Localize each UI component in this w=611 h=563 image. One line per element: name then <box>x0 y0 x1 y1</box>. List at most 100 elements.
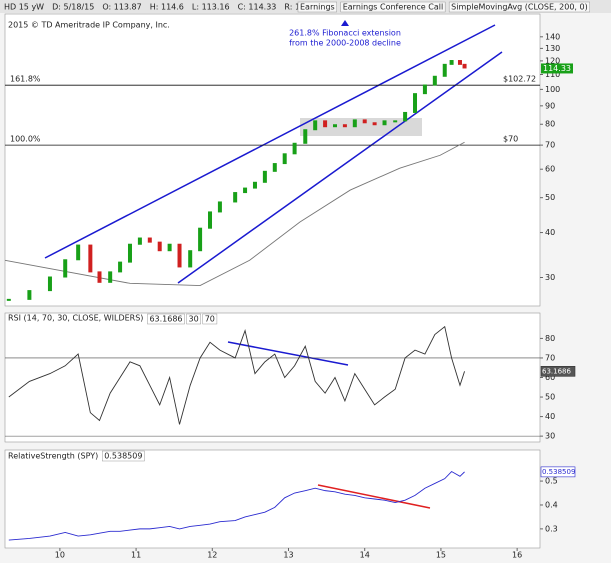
y-tick-label: 80 <box>545 120 555 129</box>
y-tick-label: 120 <box>545 56 560 65</box>
candle <box>457 60 462 65</box>
candle <box>362 119 367 124</box>
header-value: 0.538509 <box>104 452 142 461</box>
header-value-box <box>147 313 185 325</box>
header-button: SimpleMovingAvg (CLOSE, 200, 0) <box>448 1 590 13</box>
last-value-label: 63.1686 <box>542 367 571 375</box>
candle <box>342 124 347 128</box>
button-label: Earnings Conference Call <box>343 3 443 12</box>
button-frame <box>297 1 337 13</box>
candle <box>147 237 152 243</box>
y-tick-label: 70 <box>545 141 555 150</box>
y-tick-label: 70 <box>545 353 555 362</box>
y-tick-label: 90 <box>545 101 555 110</box>
x-tick-label: 13 <box>283 551 293 560</box>
y-tick-label: 50 <box>545 393 555 402</box>
candle <box>403 111 408 122</box>
candle <box>88 244 93 273</box>
candle <box>27 290 32 300</box>
candle <box>167 243 172 252</box>
button-label: Earnings <box>300 3 335 12</box>
candle <box>352 119 357 128</box>
candle <box>449 60 454 65</box>
header-value-box <box>186 313 201 325</box>
quote-field: C: 114.33 <box>238 3 277 12</box>
price-panel <box>4 13 541 307</box>
candle <box>177 243 182 268</box>
annotation-arrow <box>341 20 349 26</box>
y-tick-label: 100 <box>545 85 560 94</box>
button-label: SimpleMovingAvg (CLOSE, 200, 0) <box>451 3 588 12</box>
candle <box>272 163 277 172</box>
header-button: Earnings Conference Call <box>340 1 446 13</box>
annotation: 261.8% Fibonacci extension <box>289 29 401 38</box>
symbol: HD 15 yW <box>4 3 44 12</box>
x-tick-label: 12 <box>207 551 217 560</box>
last-value-box <box>540 366 576 377</box>
candle <box>127 243 132 263</box>
rsi-panel <box>4 312 541 443</box>
candle <box>76 244 81 261</box>
x-tick-label: 15 <box>436 551 446 560</box>
button-frame <box>340 1 446 13</box>
quote-field: O: 113.87 <box>102 3 141 12</box>
copyright: 2015 © TD Ameritrade IP Company, Inc. <box>8 21 170 30</box>
y-tick-label: 140 <box>545 32 560 41</box>
level-value-label: $102.72 <box>503 75 536 84</box>
rs-panel <box>4 449 541 549</box>
y-tick-label: 110 <box>545 70 560 79</box>
y-tick-label: 30 <box>545 432 555 441</box>
header-value: 30 <box>189 315 199 324</box>
last-price-label: 114.33 <box>543 64 571 73</box>
y-tick-label: 40 <box>545 228 555 237</box>
candle <box>217 201 222 213</box>
quote-field: D: 5/18/15 <box>52 3 94 12</box>
candle <box>442 63 447 77</box>
header-value: 70 <box>205 315 215 324</box>
candle <box>137 237 142 245</box>
candle <box>332 124 337 128</box>
candle <box>243 187 248 194</box>
button-frame <box>448 1 590 13</box>
candle <box>462 63 467 69</box>
y-tick-label: 40 <box>545 412 555 421</box>
level-value-label: $70 <box>503 135 518 144</box>
candle <box>422 84 427 95</box>
quote-field: L: 113.16 <box>192 3 230 12</box>
candle <box>393 120 398 123</box>
y-tick-label: 60 <box>545 373 555 382</box>
trend-line <box>44 24 496 259</box>
candle <box>157 241 162 252</box>
candle <box>282 153 287 165</box>
level-label: 161.8% <box>10 75 41 84</box>
candle <box>313 120 318 131</box>
candle <box>188 250 193 268</box>
candle <box>208 211 213 229</box>
header-value-box <box>202 313 218 325</box>
y-tick-label: 30 <box>545 273 555 282</box>
candle <box>47 276 52 292</box>
trend-line <box>227 341 349 366</box>
header-value-box <box>102 450 145 462</box>
candle <box>262 170 267 183</box>
candle <box>233 192 238 203</box>
y-tick-label: 80 <box>545 334 555 343</box>
last-price-box <box>541 63 573 74</box>
x-tick-label: 16 <box>512 551 522 560</box>
level-label: 100.0% <box>10 135 41 144</box>
series-line <box>4 141 465 286</box>
candle <box>63 259 68 278</box>
header-button: Earnings <box>297 1 337 13</box>
y-tick-label: 50 <box>545 193 555 202</box>
candle <box>252 181 257 189</box>
trend-line <box>177 51 503 284</box>
y-tick-label: 0.3 <box>545 524 558 533</box>
candle <box>303 129 308 144</box>
annotation: from the 2000-2008 decline <box>289 39 401 48</box>
candle <box>413 93 418 113</box>
candle <box>323 120 328 128</box>
candle <box>382 120 387 126</box>
y-tick-label: 130 <box>545 44 560 53</box>
last-value-box <box>540 466 576 478</box>
